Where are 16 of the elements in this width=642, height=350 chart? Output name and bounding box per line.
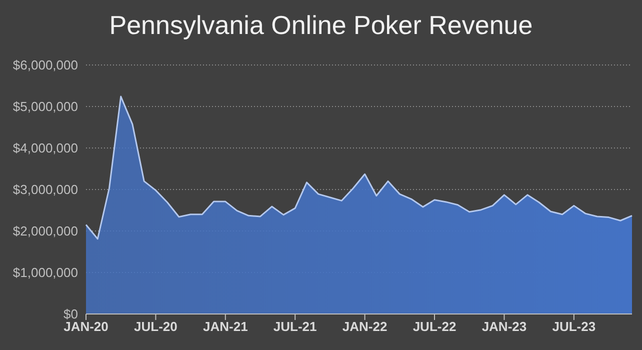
x-tick-label: JAN-23 [482,319,527,334]
y-tick-label: $1,000,000 [12,265,78,280]
y-tick-label: $4,000,000 [12,140,78,156]
x-tick-label: JAN-21 [203,319,248,334]
x-tick-label: JUL-23 [552,319,596,334]
x-tick-label: JAN-22 [342,319,388,334]
y-tick-label: $2,000,000 [12,224,78,239]
y-tick-label: $5,000,000 [12,99,78,114]
x-tick-label: JUL-21 [273,319,317,334]
x-tick-label: JUL-20 [134,319,178,334]
y-tick-label: $0 [64,306,78,322]
chart-title: Pennsylvania Online Poker Revenue [108,10,534,41]
y-tick-label: $3,000,000 [12,182,78,198]
x-tick-label: JUL-22 [412,319,456,334]
x-tick-label: JAN-20 [64,319,108,334]
y-tick-label: $6,000,000 [12,58,78,73]
